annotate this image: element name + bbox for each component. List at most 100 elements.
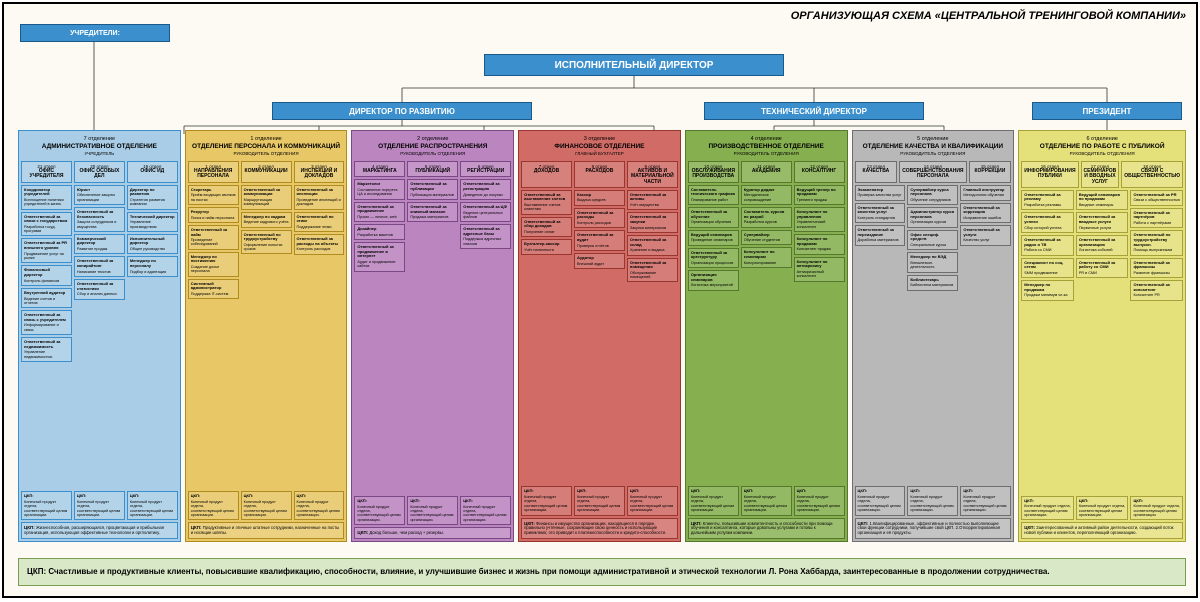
post-title: Ведущий тренер по продажам [797, 188, 842, 197]
post-title: Коммерческий директор [77, 237, 122, 246]
col-vfp: ЦКП:Конечный продукт отдела, соответству… [460, 496, 511, 525]
post-card: ЮристОбеспечение защиты организации [74, 185, 125, 205]
dept-name: ДОХОДОВ [524, 169, 569, 174]
post-desc: Продажи минимум че-ка [1024, 293, 1067, 297]
post-desc: Обучение студентов [744, 238, 780, 242]
division-6: 6 отделениеОТДЕЛЕНИЕ ПО РАБОТЕ С ПУБЛИКО… [1018, 130, 1186, 542]
column-1: КассирВыдача средствОтветственный за рас… [574, 190, 625, 516]
post-card: Коммерческий директорРазвитие продаж [74, 234, 125, 255]
post-card: Ответственный за консалтингКонсалтинг PR [1130, 280, 1183, 301]
division-1: 1 отделениеОТДЕЛЕНИЕ ПЕРСОНАЛА И КОММУНИ… [185, 130, 348, 542]
post-title: Консультант по продажам [797, 237, 842, 246]
dept-2: 18 отделСВЯЗИ С ОБЩЕСТВЕННОСТЬЮ [1121, 161, 1183, 188]
dept-2: 9 отделАКТИВОВ И МАТЕРИАЛЬНОЙ ЧАСТИ [627, 161, 678, 188]
post-title: Ответственный по трудоустройству [244, 233, 289, 242]
director-box-2: ПРЕЗИДЕНТ [1032, 102, 1182, 120]
post-title: Аудитор [577, 256, 622, 261]
post-title: Ответственный за выставление счетов [524, 193, 569, 202]
column-0: МаркетологСоставление портрета ЦА и иссл… [354, 179, 405, 525]
post-title: Ответственный за статистики [77, 282, 122, 291]
post-title: Специалист по соц. сетям [1024, 261, 1071, 270]
post-title: Куратор дидакт [744, 188, 789, 193]
column-1: Куратор дидактМетодическое сопровождение… [741, 185, 792, 516]
post-desc: Контроль расходов [577, 221, 611, 225]
dept-0: 10 отделОБСЛУЖИВАНИЯ ПРОИЗВОДСТВА [688, 161, 739, 183]
post-title: Ответственный за расходы на объекты [297, 237, 342, 246]
post-card: Ведущий семинаровПроведение семинаров [688, 230, 739, 246]
col-vfp: ЦКП:Конечный продукт отдела, соответству… [294, 491, 345, 520]
post-desc: Приём входящих звонков на постах [191, 193, 236, 201]
col-vfp: ЦКП:Конечный продукт отдела, соответству… [74, 491, 125, 520]
dept-name: СОВЕРШЕНСТВОВАНИЯ ПЕРСОНАЛА [902, 169, 963, 180]
post-title: Финансовый директор [24, 268, 69, 277]
post-desc: Библиотека материалов [910, 283, 953, 287]
dept-name: КОРРЕКЦИИ [972, 169, 1009, 174]
column-2: Директор по развитиюСтратегия развития к… [127, 185, 178, 521]
post-desc: Хранение и выдача [630, 248, 665, 252]
post-title: Дизайнер [357, 227, 402, 232]
post-desc: Обслуживание помещений [630, 271, 656, 279]
post-card: Ответственный за рекламуРазработка рекла… [1021, 190, 1074, 211]
post-desc: Консалтинг продаж [797, 247, 831, 251]
post-title: Супервайзер [744, 233, 789, 238]
col-vfp: ЦКП:Конечный продукт отдела, соответству… [741, 486, 792, 515]
post-desc: Доведение до покупки [463, 193, 502, 197]
post-desc: Методология обучения [963, 193, 1004, 197]
division-name: ОТДЕЛЕНИЕ ПО РАБОТЕ С ПУБЛИКОЙ [1023, 143, 1181, 150]
post-title: Ответственный за продвижение [357, 205, 402, 214]
post-card: Менеджер по ВЭДВнешнеэкон. деятельность [907, 252, 958, 272]
post-title: Менеджер по персоналу [130, 259, 175, 268]
col-vfp: ЦКП:Конечный продукт отдела, соответству… [127, 491, 178, 520]
post-card: Офис специф. средствСпециальные курсы [907, 230, 958, 251]
departments-row: 1 отделНАПРАВЛЕНИЯ ПЕРСОНАЛА2 отделКОММУ… [188, 161, 345, 183]
post-title: Экзаменатор [858, 188, 903, 193]
post-card: ЭкзаменаторПроверка качества услуг [855, 185, 906, 201]
division-name: ПРОИЗВОДСТВЕННОЕ ОТДЕЛЕНИЕ [690, 143, 843, 150]
post-card: Консультант по антикризисуАнтикризисный … [794, 257, 845, 282]
division-header: 3 отделениеФИНАНСОВОЕ ОТДЕЛЕНИЕГЛАВНЫЙ Б… [521, 133, 678, 159]
post-card: Ответственный за недвижимостьУправление … [21, 337, 72, 362]
post-title: Ответственный за организацию [1079, 238, 1126, 247]
post-desc: Управленческий консалтинг [797, 220, 826, 228]
col-vfp: ЦКП:Конечный продукт отдела, соответству… [354, 496, 405, 525]
division-header: 6 отделениеОТДЕЛЕНИЕ ПО РАБОТЕ С ПУБЛИКО… [1021, 133, 1183, 159]
dept-0: 4 отделМАРКЕТИНГА [354, 161, 405, 177]
post-card: Ответственный за инспекцииПроведение инс… [294, 185, 345, 210]
dept-name: АКТИВОВ И МАТЕРИАЛЬНОЙ ЧАСТИ [630, 169, 675, 185]
dept-name: ИНФОРМИРОВАНИЯ ПУБЛИКИ [1024, 169, 1075, 180]
post-desc: Создание досье персонала [191, 265, 220, 273]
column-0: СекретарьПриём входящих звонков на поста… [188, 185, 239, 521]
content-area: Ответственный за выставление счетовВыста… [521, 190, 678, 516]
post-title: Бухгалтер-кассир [524, 242, 569, 247]
post-card: Исполнительный директорОбщее руководство [127, 234, 178, 255]
post-card: Ответственный за качество услугКонтроль … [855, 203, 906, 224]
post-title: Менеджер по ВЭД [910, 255, 955, 260]
post-desc: Проверка отчётов [577, 244, 609, 248]
post-card: ДизайнерРазработка макетов [354, 224, 405, 240]
post-desc: Организация курсов [910, 220, 946, 224]
post-card: Менеджер по продажамПродажи минимум че-к… [1021, 280, 1074, 301]
post-card: Ответственный за радио и ТВРабота со СМИ [1021, 235, 1074, 256]
post-title: Ответственный за коммуникации [244, 188, 289, 197]
dept-name: ПУБЛИКАЦИЙ [410, 169, 455, 174]
post-title: Организация семинаров [691, 273, 736, 282]
post-desc: Разработка макетов [357, 233, 393, 237]
dept-1: 5 отделПУБЛИКАЦИЙ [407, 161, 458, 177]
post-desc: Тренинги продаж [797, 198, 827, 202]
post-desc: Ведение счетов и отчетов [24, 297, 55, 305]
post-title: Ответственный за аудит [577, 233, 622, 242]
division-name: ФИНАНСОВОЕ ОТДЕЛЕНИЕ [523, 143, 676, 150]
post-desc: Логистика событий [1079, 248, 1113, 252]
dept-1: 14 отделСОВЕРШЕНСТВОВАНИЯ ПЕРСОНАЛА [899, 161, 966, 183]
post-title: Ответственный за рекламу [1024, 193, 1071, 202]
dept-2: 15 отделКОРРЕКЦИИ [969, 161, 1012, 183]
post-title: Системный администратор [191, 282, 236, 291]
post-title: Менеджер по постижению [191, 255, 236, 264]
post-card: Менеджер по постижениюСоздание досье пер… [188, 252, 239, 277]
division-0: 7 отделениеАДМИНИСТРАТИВНОЕ ОТДЕЛЕНИЕУЧР… [18, 130, 181, 542]
post-card: АудиторВнешний аудит [574, 253, 625, 269]
post-card: Финансовый директорКонтроль финансов [21, 265, 72, 286]
post-card: Консультант по продажамКонсалтинг продаж [794, 234, 845, 255]
post-desc: Составление портрета ЦА и исследования [357, 188, 397, 196]
post-desc: Консалтинг PR [1133, 293, 1159, 297]
